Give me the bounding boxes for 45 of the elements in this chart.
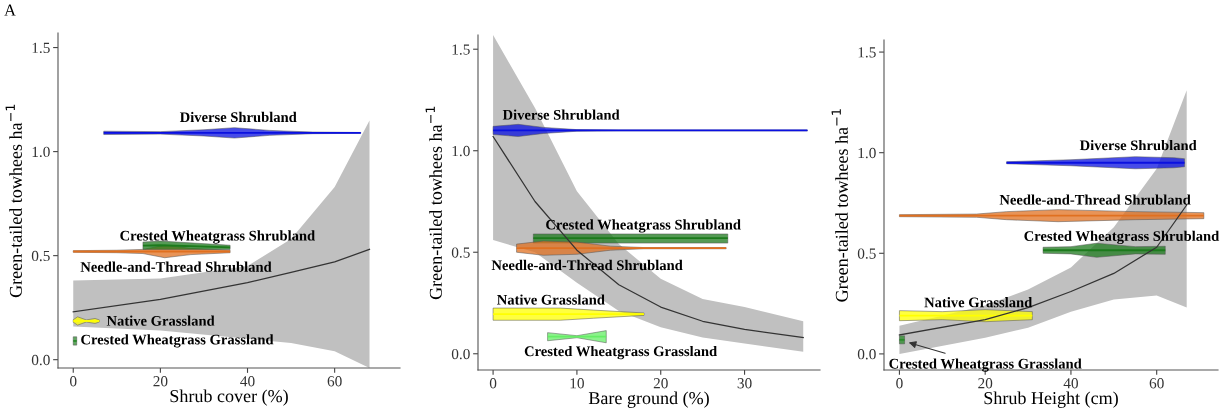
y-tick-label: 0.5 bbox=[857, 248, 876, 259]
y-tick-label: 1.0 bbox=[858, 147, 876, 159]
y-tick-label: 0.0 bbox=[451, 348, 470, 360]
series-label: Diverse Shrubland bbox=[179, 111, 297, 123]
x-tick-label: 20 bbox=[653, 378, 668, 389]
series-label: Native Grassland bbox=[106, 315, 215, 326]
y-tick-label: 1.0 bbox=[452, 145, 470, 157]
x-tick-label: 20 bbox=[978, 378, 993, 389]
y-tick-label: 0.0 bbox=[857, 349, 876, 360]
x-tick-label: 40 bbox=[240, 376, 255, 387]
series-label: Native Grassland bbox=[497, 294, 605, 305]
x-tick-label: 10 bbox=[570, 378, 584, 389]
series-label: Needle-and-Thread Shrubland bbox=[80, 261, 272, 272]
y-tick-label: 0.5 bbox=[31, 250, 50, 262]
x-tick-label: 20 bbox=[153, 376, 168, 387]
series-label: Crested Wheatgrass Grassland bbox=[524, 345, 718, 360]
series-label: Crested Wheatgrass Grassland bbox=[81, 334, 274, 348]
series-label: Diverse Shrubland bbox=[1079, 139, 1197, 151]
x-tick-label: 60 bbox=[327, 376, 342, 387]
y-tick-label: 1.5 bbox=[858, 47, 876, 58]
series-label: Crested Wheatgrass Grassland bbox=[889, 358, 1082, 372]
series-label: Needle-and-Thread Shrubland bbox=[999, 194, 1191, 205]
y-tick-label: 0.0 bbox=[31, 354, 50, 366]
y-tick-label: 0.5 bbox=[451, 247, 470, 258]
line-series bbox=[72, 248, 371, 313]
series-label: Diverse Shrubland bbox=[502, 109, 620, 120]
line-series bbox=[492, 135, 804, 339]
x-axis-title: Shrub cover (%) bbox=[170, 389, 288, 406]
y-axis-title: Green-tailed towhees ha$^{−1}$ bbox=[831, 109, 848, 302]
x-tick-label: 40 bbox=[1063, 378, 1078, 389]
text: A bbox=[4, 4, 16, 16]
y-tick-label: 1.5 bbox=[32, 42, 50, 54]
x-tick-label: 30 bbox=[737, 378, 752, 389]
y-axis-title: Green-tailed towhees ha$^{−1}$ bbox=[425, 106, 442, 300]
y-tick-label: 1.0 bbox=[32, 146, 50, 158]
y-tick-label: 1.5 bbox=[452, 44, 470, 55]
x-tick-label: 0 bbox=[70, 376, 77, 387]
x-tick-label: 0 bbox=[489, 378, 497, 389]
x-axis-title: Shrub Height (cm) bbox=[984, 391, 1118, 408]
series-label: Native Grassland bbox=[924, 297, 1033, 308]
y-axis-title: Green-tailed towhees ha$^{−1}$ bbox=[5, 104, 22, 298]
x-tick-label: 0 bbox=[896, 378, 903, 389]
x-tick-label: 60 bbox=[1149, 378, 1164, 389]
series-label: Crested Wheatgrass Shrubland bbox=[120, 230, 315, 244]
x-axis-title: Bare ground (%) bbox=[588, 391, 709, 408]
